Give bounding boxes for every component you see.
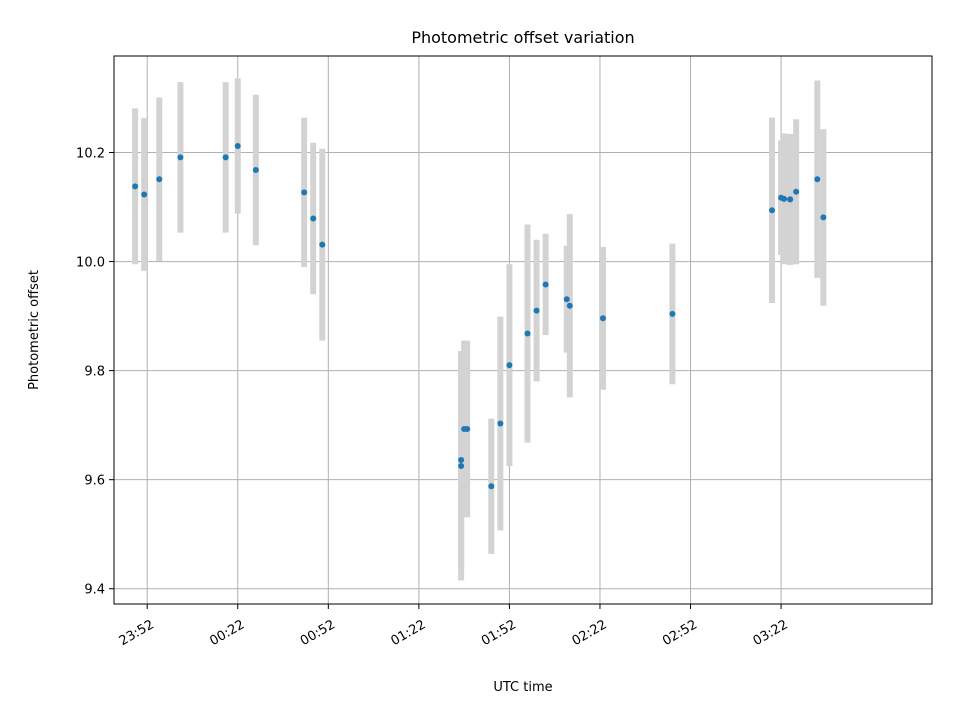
data-point [301,189,308,196]
data-point [132,183,139,190]
data-point [787,196,794,203]
data-point [599,315,606,322]
data-point [177,154,184,161]
plot-frame [113,55,933,605]
data-point [497,420,504,427]
data-point [141,191,148,198]
data-point [458,457,465,464]
data-point [769,207,776,214]
y-tick-label: 10.0 [76,256,105,271]
chart-title: Photometric offset variation [411,28,634,47]
data-point [524,330,531,337]
data-point [533,307,540,314]
data-point [310,215,317,222]
data-point [669,310,676,317]
point-layer [132,142,827,490]
y-tick-label: 10.2 [76,147,105,162]
data-point [563,296,570,303]
data-point [234,142,241,149]
y-tick-label: 9.6 [84,474,105,489]
data-point [781,195,788,202]
data-point [793,188,800,195]
data-point [458,463,465,470]
y-tick-label: 9.4 [84,583,105,598]
data-point [252,166,259,173]
data-point [319,241,326,248]
data-point [222,154,229,161]
data-point [814,176,821,183]
data-point [542,281,549,288]
data-point [156,176,163,183]
data-point [566,302,573,309]
data-point [488,483,495,490]
data-point [506,362,513,369]
data-point [820,214,827,221]
y-axis-label: Photometric offset [27,270,42,390]
data-point [464,425,471,432]
y-tick-label: 9.8 [84,365,105,380]
x-axis-label: UTC time [493,680,552,695]
y-axis: 9.4 9.6 9.8 10.0 10.2 [76,147,114,598]
